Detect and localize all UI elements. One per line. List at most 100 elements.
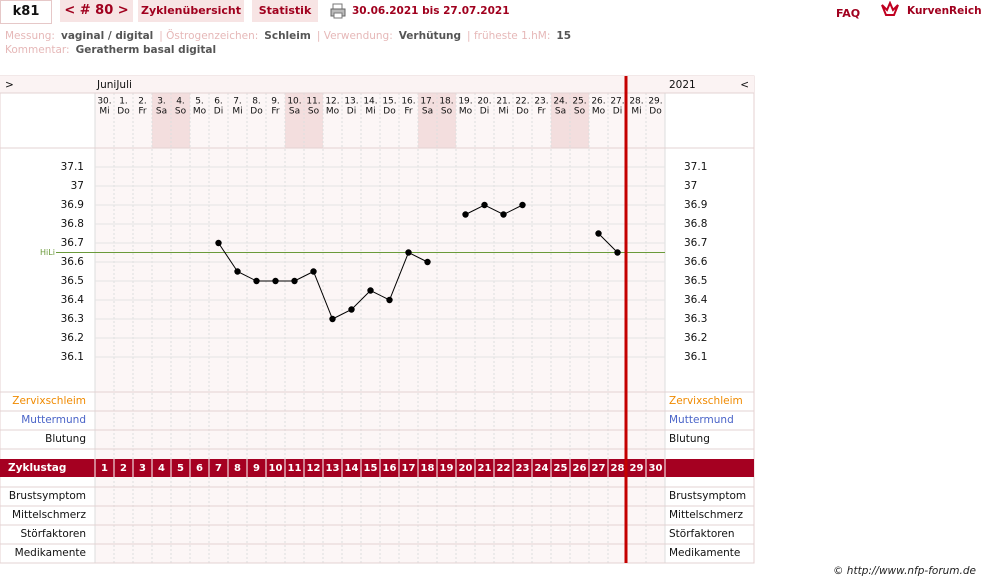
date-label: 23. — [534, 97, 548, 107]
cycle-day: 26 — [573, 463, 587, 474]
y-tick-label-right: 36.2 — [684, 332, 707, 344]
row-label: Brustsymptom — [9, 490, 86, 502]
temperature-point — [329, 315, 336, 323]
cycle-nav[interactable]: < # 80 > — [60, 0, 133, 22]
cycle-day: 15 — [364, 463, 378, 474]
weekday-label: Mo — [592, 107, 606, 117]
date-label: 22. — [515, 97, 529, 107]
date-label: 24. — [553, 97, 567, 107]
cycle-day: 29 — [630, 463, 644, 474]
info-label: Verwendung: — [323, 30, 393, 42]
date-label: 28. — [629, 97, 643, 107]
weekday-label: So — [308, 107, 320, 117]
hili-label: HiLi — [40, 248, 55, 257]
date-label: 15. — [382, 97, 396, 107]
nav-left: > — [5, 79, 14, 91]
date-label: 30. — [97, 97, 111, 107]
weekday-label: Mi — [365, 107, 375, 117]
weekend-shade — [152, 93, 171, 148]
row-label: Medikamente — [15, 547, 86, 559]
info-label: Messung: — [5, 30, 55, 42]
weekend-shade — [304, 93, 323, 148]
month-label: JuniJuli — [96, 79, 132, 91]
date-label: 13. — [344, 97, 358, 107]
cycle-day: 27 — [592, 463, 606, 474]
y-tick-label-right: 36.4 — [684, 294, 708, 306]
weekday-label: Sa — [156, 107, 167, 117]
weekday-label: Mo — [459, 107, 473, 117]
weekday-label: Di — [480, 107, 489, 117]
faq-link[interactable]: FAQ — [836, 7, 861, 20]
cycle-day: 20 — [459, 463, 473, 474]
tab[interactable]: Zyklenübersicht — [138, 0, 244, 22]
user-tab[interactable]: k81 — [0, 0, 52, 24]
y-tick-label: 36.4 — [61, 294, 85, 306]
temperature-point — [595, 230, 602, 237]
temperature-point — [614, 249, 621, 256]
y-tick-label: 36.3 — [61, 313, 84, 325]
date-label: 6. — [214, 97, 223, 107]
date-label: 25. — [572, 97, 586, 107]
cycle-day: 13 — [326, 463, 340, 474]
comment-line: Kommentar: Geratherm basal digital — [5, 44, 222, 56]
date-label: 29. — [648, 97, 662, 107]
separator: | — [467, 30, 474, 42]
weekday-label: Do — [117, 107, 130, 117]
comment: Geratherm basal digital — [75, 44, 217, 56]
tab[interactable]: Statistik — [252, 0, 318, 22]
info-line: Messung: vaginal / digital | Östrogenzeich… — [5, 30, 577, 42]
y-tick-label-right: 36.5 — [684, 275, 707, 287]
logo-text[interactable]: KurvenReich — [907, 5, 981, 17]
y-tick-label: 36.7 — [61, 237, 84, 249]
date-label: 17. — [420, 97, 434, 107]
temperature-point — [310, 268, 317, 275]
temperature-point — [272, 277, 279, 285]
weekday-label: Di — [613, 107, 622, 117]
footer: © http://www.nfp-forum.de — [832, 565, 976, 577]
y-tick-label: 36.9 — [61, 199, 84, 211]
y-tick-label-right: 37 — [684, 180, 697, 192]
cycle-day: 6 — [196, 463, 203, 474]
cycle-day: 3 — [139, 463, 146, 474]
temperature-point — [386, 296, 393, 304]
temperature-point — [500, 211, 507, 218]
date-label: 10. — [287, 97, 301, 107]
info-label: Östrogenzeichen: — [166, 30, 259, 42]
row-label-right: Muttermund — [669, 414, 734, 426]
date-range: 30.06.2021 bis 27.07.2021 — [352, 5, 510, 17]
cycle-day: 12 — [307, 463, 321, 474]
y-tick-label: 36.8 — [61, 218, 84, 230]
print-icon[interactable] — [330, 3, 346, 19]
date-label: 21. — [496, 97, 510, 107]
temperature-point — [291, 277, 298, 285]
cycle-day: 21 — [478, 463, 492, 474]
weekday-label: Fr — [271, 107, 280, 117]
row-label: Störfaktoren — [21, 528, 86, 540]
date-label: 2. — [138, 97, 147, 107]
row-label-right: Blutung — [669, 433, 710, 445]
weekday-label: So — [175, 107, 187, 117]
y-tick-label-right: 36.1 — [684, 351, 707, 363]
row-label-right: Mittelschmerz — [669, 509, 743, 521]
weekday-label: Mi — [99, 107, 109, 117]
cycle-day: 16 — [383, 463, 397, 474]
date-label: 7. — [233, 97, 242, 107]
y-tick-label-right: 36.7 — [684, 237, 707, 249]
cycle-day: 23 — [516, 463, 530, 474]
nav-right: < — [740, 79, 749, 91]
weekend-shade — [551, 93, 570, 148]
weekday-label: Sa — [422, 107, 433, 117]
cycle-day: 8 — [234, 463, 241, 474]
cycle-day: 28 — [611, 463, 625, 474]
y-tick-label: 36.5 — [61, 275, 84, 287]
cycle-day: 22 — [497, 463, 511, 474]
date-label: 4. — [176, 97, 185, 107]
logo-icon — [881, 1, 899, 16]
cycle-day: 24 — [535, 463, 549, 474]
y-tick-label-right: 36.9 — [684, 199, 707, 211]
weekday-label: Mi — [498, 107, 508, 117]
weekend-shade — [285, 93, 304, 148]
date-label: 16. — [401, 97, 415, 107]
y-tick-label-right: 36.8 — [684, 218, 707, 230]
weekend-shade — [437, 93, 456, 148]
